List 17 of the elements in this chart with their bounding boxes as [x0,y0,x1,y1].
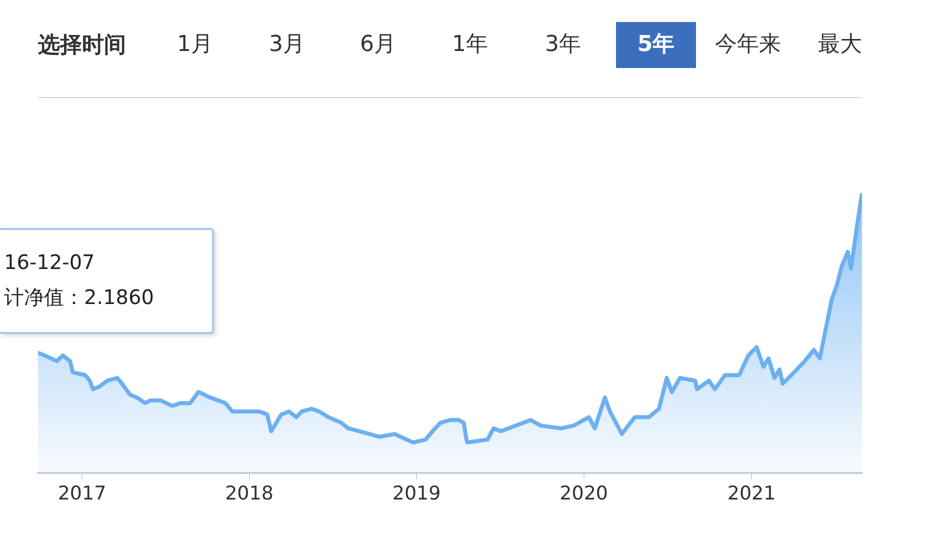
annotation: 计净值：2.1860 [4,284,154,311]
x-tick-label: 2020 [560,482,608,505]
text: 6月 [359,31,397,59]
x-tick-label: 2017 [58,482,106,505]
x-tick-label: 2019 [392,482,441,505]
text: 5年 [616,22,696,68]
text: 3年 [544,31,582,59]
x-tick-label: 2021 [727,482,776,505]
tooltip-box: 16-12-07 计净值：2.1860 [0,228,214,334]
text: 今年来 [714,31,782,59]
text: 最大 [817,31,863,59]
text: 3月 [268,31,306,59]
text: 1年 [451,31,489,59]
annotation: 16-12-07 [4,250,95,274]
text: 1月 [176,31,214,59]
text: 选择时间 [38,32,126,60]
x-tick-label: 2018 [225,482,274,505]
